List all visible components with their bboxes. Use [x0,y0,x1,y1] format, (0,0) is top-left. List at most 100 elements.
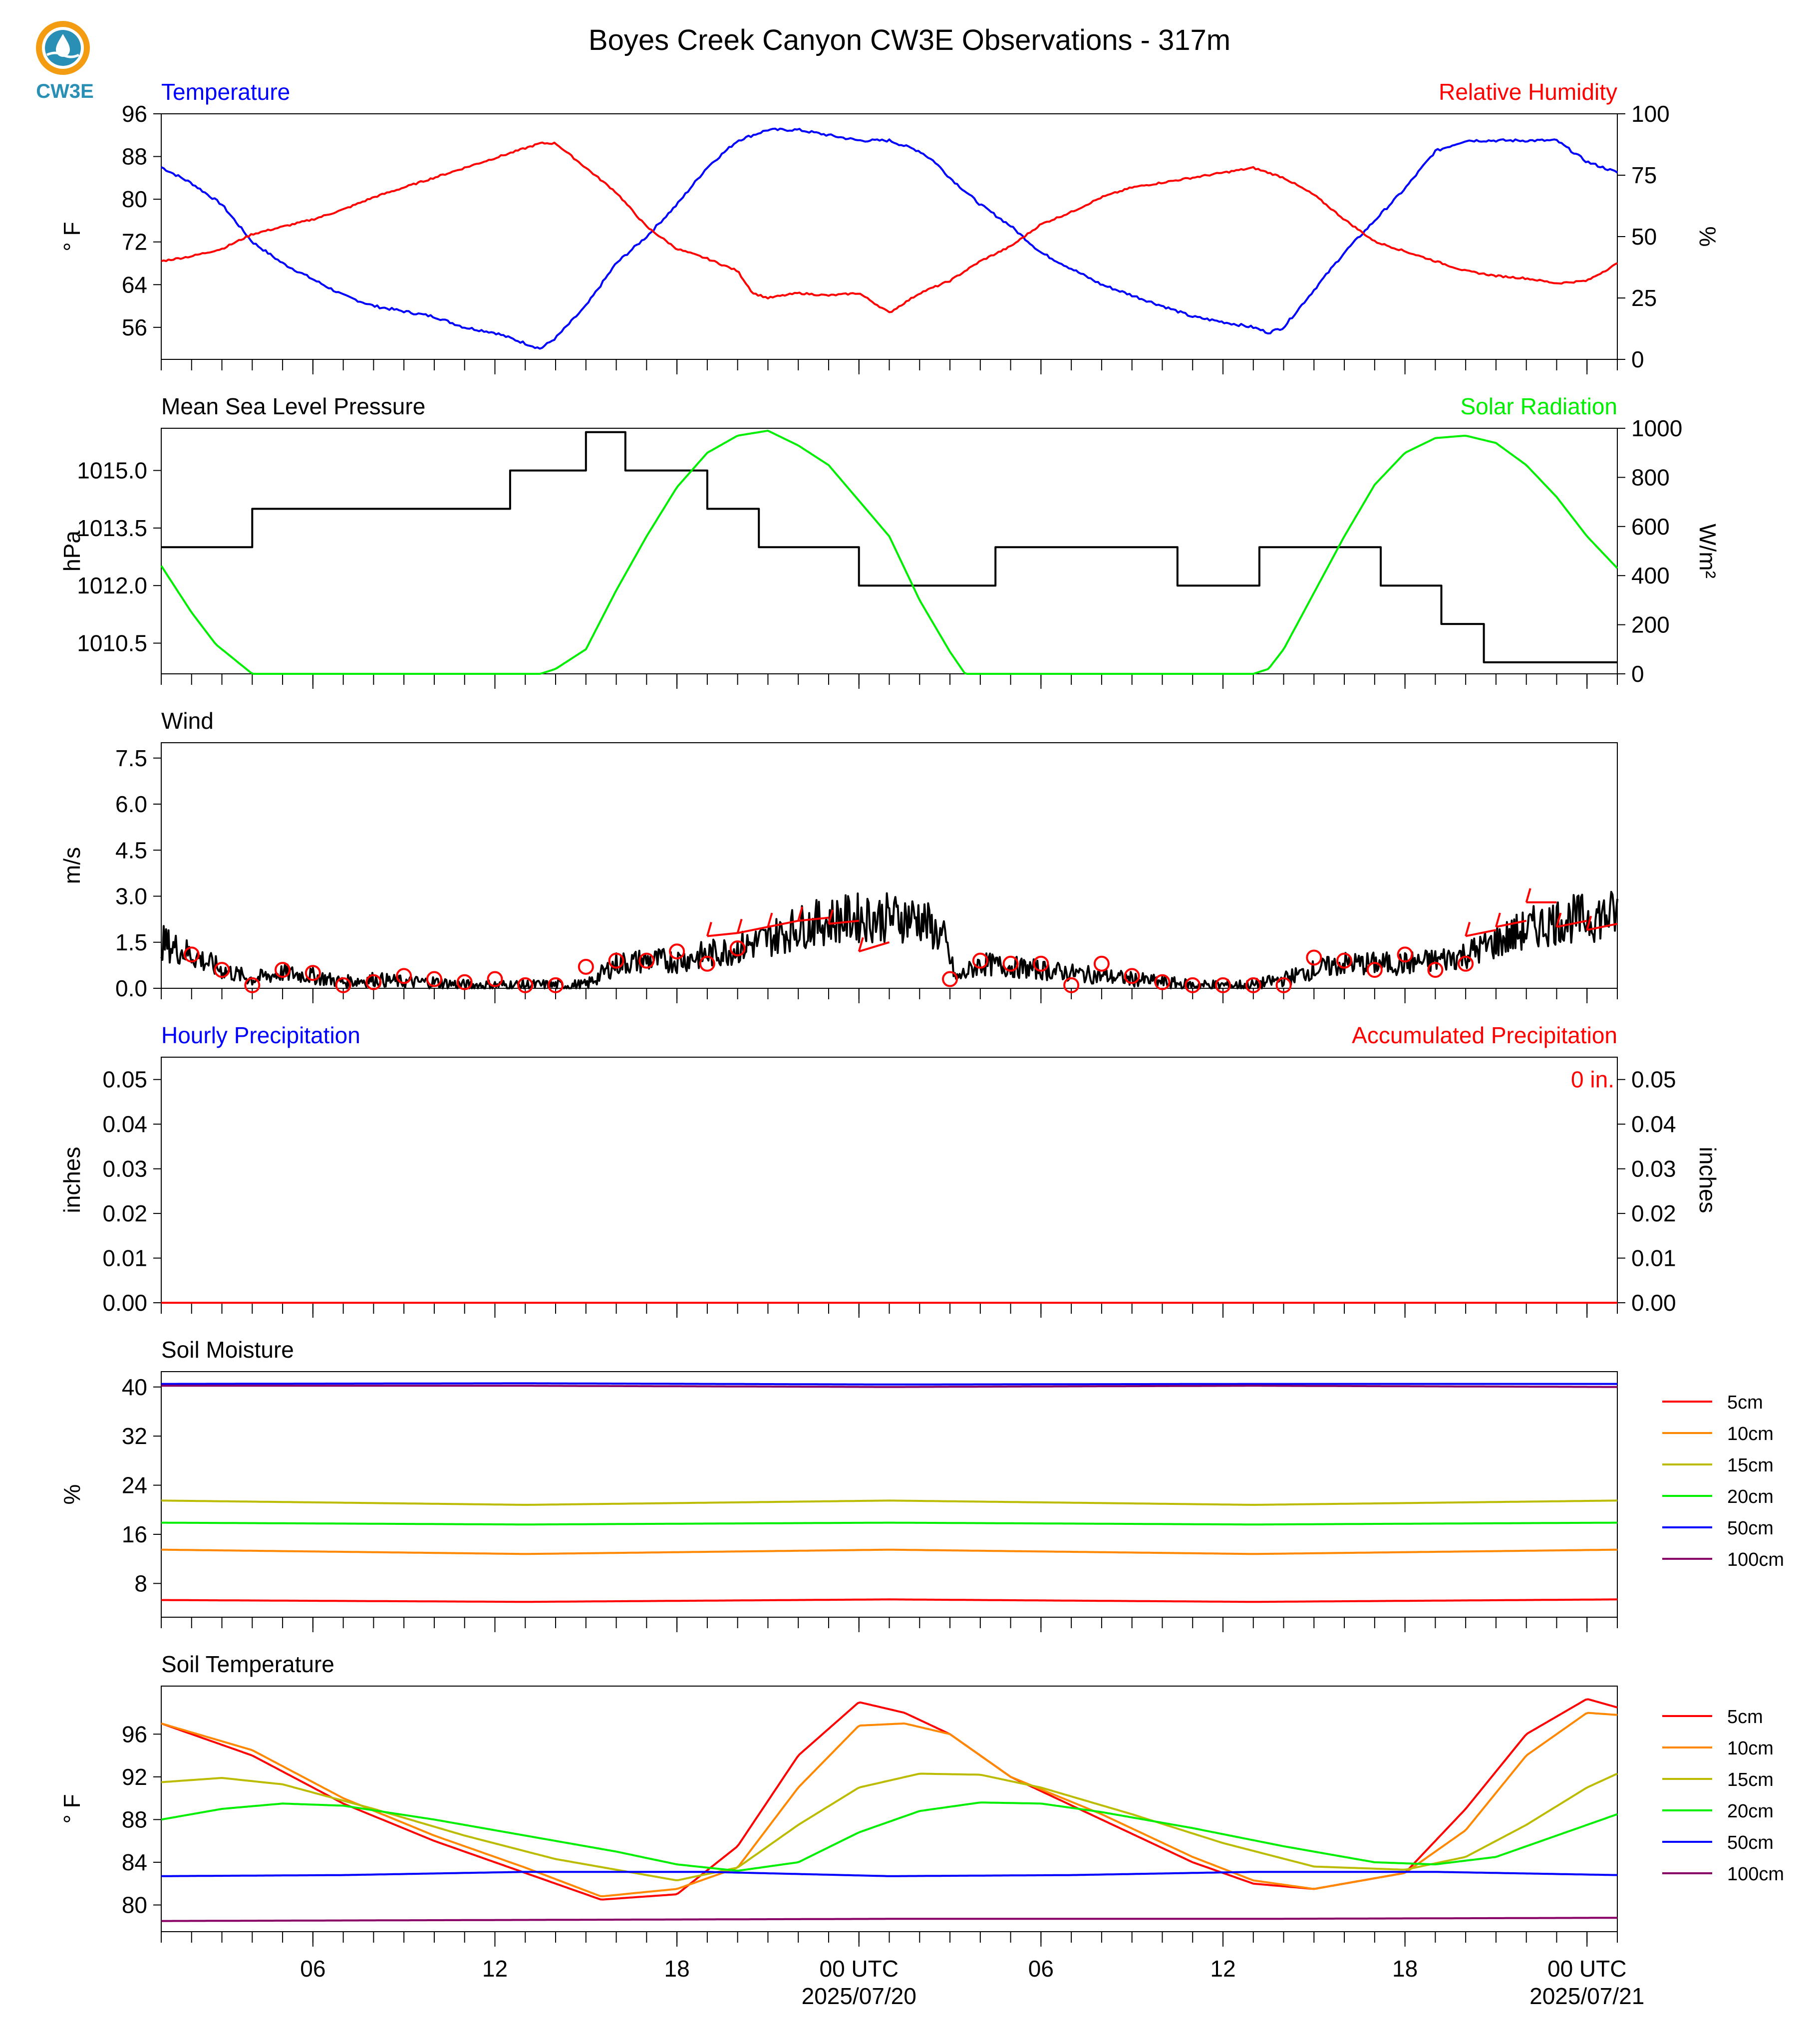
legend-label: 100cm [1727,1864,1784,1885]
panel-frame [161,1057,1618,1303]
panel-frame [161,1371,1618,1618]
legend-label: 15cm [1727,1769,1774,1790]
wind-calm-marker [972,952,988,969]
series-line-0 [160,890,1618,989]
series-line-100cm [161,1385,1618,1388]
y-tick-label: 32 [122,1423,147,1449]
y2-tick-label: 25 [1631,285,1657,311]
y2-tick-label: 400 [1631,563,1670,588]
y2-tick-label: 0.01 [1631,1245,1676,1271]
y2-axis-label: W/m² [1695,524,1721,579]
y-tick-label: 96 [122,1721,147,1747]
panel-title-left: Mean Sea Level Pressure [161,393,425,419]
y-tick-label: 1012.0 [77,573,147,598]
wind-barb-flag [797,906,804,921]
wind-calm-marker [1306,949,1322,966]
wind-barb-flag [828,909,834,924]
y-tick-label: 72 [122,229,147,255]
legend-label: 100cm [1727,1549,1784,1570]
panel-title-left: Temperature [161,79,290,105]
cw3e-logo: CW3E [30,15,100,105]
series-line-1 [161,141,1618,313]
y-tick-label: 16 [122,1521,147,1547]
wind-barb-flag [1525,888,1531,903]
series-line-50cm [161,1382,1617,1386]
x-tick-date: 2025/07/21 [1529,1983,1644,2009]
y-tick-label: 7.5 [115,745,147,771]
y2-tick-label: 0.02 [1631,1200,1676,1226]
y-axis-label: hPa [59,531,85,572]
y2-tick-label: 200 [1631,612,1670,638]
panel-2: Mean Sea Level Pressure Solar Radiation 10… [59,393,1721,689]
legend-label: 50cm [1727,1518,1774,1539]
series-line-15cm [161,1772,1618,1881]
series-line-5cm [161,1598,1618,1603]
y-tick-label: 88 [122,144,147,170]
wind-calm-marker [1033,955,1049,972]
legend-label: 10cm [1727,1738,1774,1759]
y-tick-label: 80 [122,1892,147,1918]
series-line-0 [161,431,1617,663]
x-tick-label: 12 [482,1956,508,1982]
wind-barb [707,932,738,937]
logo-drop-icon [56,34,70,57]
series-line-15cm [161,1499,1618,1506]
y2-tick-label: 0 [1631,661,1644,687]
y-tick-label: 92 [122,1764,147,1790]
series-line-100cm [161,1917,1617,1922]
accumulated-total: 0 in. [1571,1067,1614,1093]
y-tick-label: 56 [122,314,147,340]
x-tick-label: 12 [1210,1956,1235,1982]
wind-calm-marker [487,971,503,987]
y-tick-label: 1015.0 [77,458,147,484]
panel-title-right: Solar Radiation [1460,393,1617,419]
y2-tick-label: 0.04 [1631,1111,1676,1137]
cw3e-logo-mark: CW3E [36,21,94,102]
y2-tick-label: 50 [1631,224,1657,250]
wind-barb [1465,929,1497,937]
series-line-1 [160,429,1618,675]
y-tick-label: 0.05 [102,1067,147,1093]
wind-calm-marker [729,940,746,957]
y2-tick-label: 100 [1631,101,1670,127]
series-line-20cm [161,1801,1618,1872]
y2-tick-label: 1000 [1631,415,1682,441]
wind-calm-marker [578,958,594,975]
y-tick-label: 80 [122,186,147,212]
y-tick-label: 0.0 [115,975,147,1001]
wind-calm-marker [669,943,685,960]
wind-calm-marker [365,974,382,990]
panel-title-left: Soil Moisture [161,1337,294,1363]
panel-4: Hourly Precipitation Accumulated Precipit… [59,1022,1721,1318]
panel-frame [161,113,1618,360]
y2-axis-label: inches [1695,1147,1721,1213]
legend-label: 15cm [1727,1455,1774,1476]
y-tick-label: 0.04 [102,1111,147,1137]
y-tick-label: 1013.5 [77,515,147,541]
panel-3: Wind 7.5 6.0 4.5 3.0 1.5 0.0 m/s [59,708,1618,1003]
wind-calm-marker [244,977,261,993]
y2-axis-label: % [1695,227,1721,247]
legend-label: 5cm [1727,1707,1763,1728]
wind-calm-marker [1154,974,1171,990]
y-tick-label: 8 [134,1570,147,1596]
wind-calm-marker [1275,977,1292,993]
wind-calm-marker [1458,955,1474,972]
panel-title-left: Wind [161,708,214,734]
series-line-10cm [161,1712,1618,1897]
panel-title-right: Relative Humidity [1439,79,1617,105]
wind-calm-marker [456,974,473,990]
wind-calm-marker [517,977,534,993]
wind-barb-flag [767,912,773,927]
panel-title-left: Hourly Precipitation [161,1022,360,1048]
y2-tick-label: 0.00 [1631,1290,1676,1316]
x-tick-label: 18 [1392,1956,1418,1982]
wind-barb [1586,922,1618,931]
wind-calm-marker [638,952,655,969]
legend-label: 20cm [1727,1801,1774,1822]
wind-calm-marker [183,946,200,963]
y2-tick-label: 800 [1631,464,1670,490]
wind-calm-marker [1427,962,1444,978]
wind-barb [1556,919,1587,928]
